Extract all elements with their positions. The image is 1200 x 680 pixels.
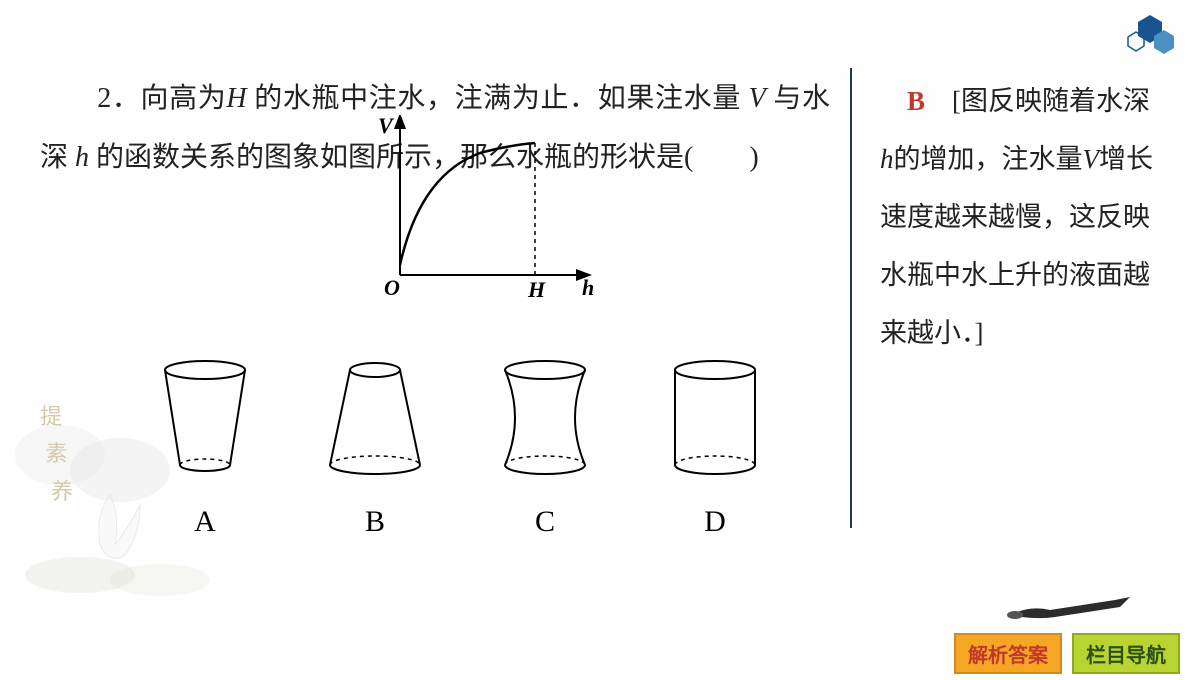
svg-text:V: V — [378, 115, 395, 138]
divider — [850, 68, 852, 528]
opt-A: A — [140, 505, 270, 539]
shape-C — [480, 360, 610, 485]
option-labels: A B C D — [140, 505, 780, 539]
footer-buttons: 解析答案 栏目导航 — [954, 633, 1180, 674]
side-chars: 提 素 养 — [40, 398, 73, 510]
opt-C: C — [480, 505, 610, 539]
btn-nav[interactable]: 栏目导航 — [1072, 633, 1180, 674]
pen-icon — [1000, 585, 1140, 630]
opt-B: B — [310, 505, 440, 539]
answer-letter: B — [907, 86, 925, 116]
shape-B — [310, 360, 440, 485]
shapes-row — [140, 360, 780, 485]
shape-A — [140, 360, 270, 485]
btn-analysis[interactable]: 解析答案 — [954, 633, 1062, 674]
svg-text:h: h — [582, 275, 594, 300]
vh-graph: V O H h — [360, 115, 610, 310]
opt-D: D — [650, 505, 780, 539]
svg-text:O: O — [384, 275, 400, 300]
corner-hexagons — [1120, 10, 1180, 65]
shape-D — [650, 360, 780, 485]
svg-text:H: H — [527, 277, 546, 302]
answer-block: B [图反映随着水深h的增加，注水量V增长速度越来越慢，这反映水瓶中水上升的液面… — [880, 72, 1160, 362]
